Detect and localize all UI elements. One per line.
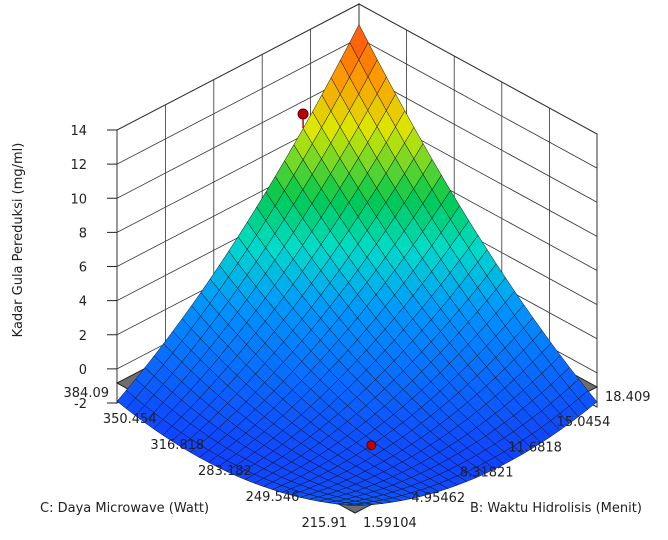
x-tick-label: 350.454 [103, 412, 157, 427]
design-points [297, 108, 377, 451]
x-tick-label: 384.09 [64, 386, 110, 401]
z-tick-label: -2 [74, 397, 87, 412]
y-tick-label: 11.6818 [508, 440, 562, 455]
y-tick-label: 18.409 [605, 390, 651, 405]
x-tick-label: 215.91 [302, 516, 348, 531]
x-tick-label: 316.818 [150, 438, 204, 453]
x-tick-label: 283.182 [198, 464, 252, 479]
z-tick-label: 4 [79, 295, 87, 310]
y-tick-label: 8.31821 [460, 466, 514, 481]
z-tick-label: 10 [70, 192, 87, 207]
z-axis-label: Kadar Gula Pereduksi (mg/ml) [11, 143, 26, 338]
x-axis-label: C: Daya Microwave (Watt) [40, 501, 209, 516]
z-tick-label: 14 [70, 124, 87, 139]
x-tick-label: 249.546 [246, 490, 300, 505]
z-tick-label: 12 [70, 158, 87, 173]
z-tick-label: 2 [79, 329, 87, 344]
surface-cell [345, 503, 365, 506]
y-tick-label: 4.95462 [411, 491, 465, 506]
y-tick-label: 1.59104 [363, 516, 417, 531]
z-tick-label: 6 [79, 261, 87, 276]
design-point [366, 440, 377, 451]
design-point [297, 108, 309, 120]
response-surface [116, 23, 598, 506]
z-tick-label: 0 [79, 363, 87, 378]
wall-grid-line [116, 3, 598, 135]
z-tick-label: 8 [79, 226, 87, 241]
y-axis-label: B: Waktu Hidrolisis (Menit) [470, 501, 642, 516]
y-tick-label: 15.0454 [557, 415, 611, 430]
